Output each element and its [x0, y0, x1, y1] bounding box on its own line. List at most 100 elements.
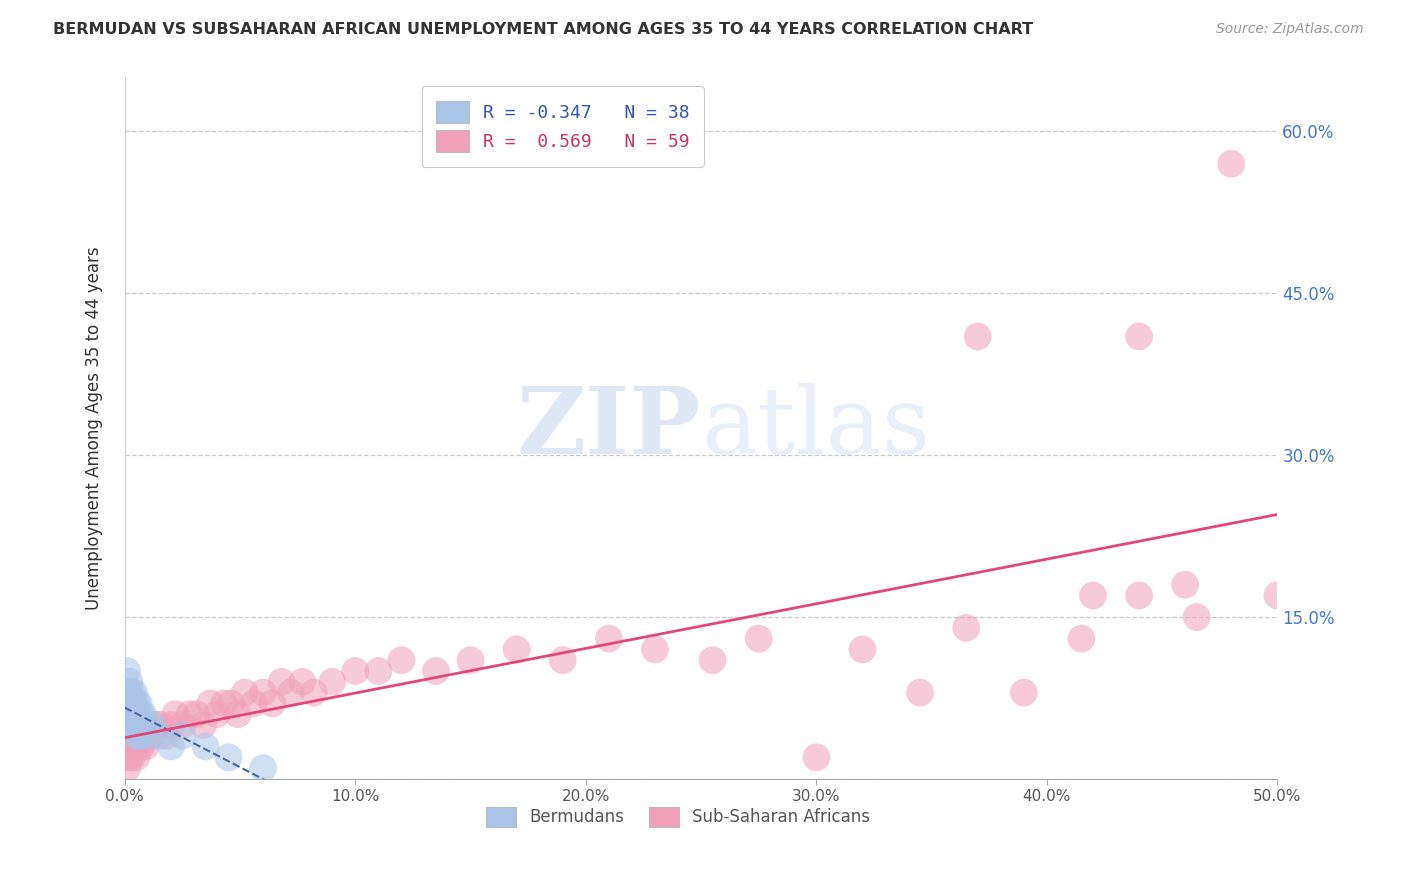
- Y-axis label: Unemployment Among Ages 35 to 44 years: Unemployment Among Ages 35 to 44 years: [86, 246, 103, 610]
- Point: [122, 697, 145, 711]
- Point: [460, 653, 482, 667]
- Point: [1128, 329, 1150, 343]
- Point: [129, 729, 152, 743]
- Point: [125, 750, 148, 764]
- Point: [505, 642, 527, 657]
- Point: [212, 697, 235, 711]
- Point: [1185, 610, 1208, 624]
- Point: [132, 718, 155, 732]
- Point: [141, 729, 163, 743]
- Point: [1012, 685, 1035, 699]
- Point: [121, 697, 143, 711]
- Point: [193, 718, 215, 732]
- Point: [1081, 589, 1104, 603]
- Point: [122, 685, 145, 699]
- Point: [135, 718, 157, 732]
- Point: [136, 729, 159, 743]
- Point: [125, 697, 148, 711]
- Point: [321, 674, 343, 689]
- Point: [280, 685, 302, 699]
- Point: [205, 707, 228, 722]
- Point: [148, 729, 170, 743]
- Legend: Bermudans, Sub-Saharan Africans: Bermudans, Sub-Saharan Africans: [479, 800, 877, 834]
- Point: [146, 718, 169, 732]
- Point: [136, 729, 159, 743]
- Point: [115, 685, 138, 699]
- Point: [141, 718, 163, 732]
- Text: BERMUDAN VS SUBSAHARAN AFRICAN UNEMPLOYMENT AMONG AGES 35 TO 44 YEARS CORRELATIO: BERMUDAN VS SUBSAHARAN AFRICAN UNEMPLOYM…: [53, 22, 1033, 37]
- Point: [129, 718, 152, 732]
- Point: [186, 707, 208, 722]
- Point: [118, 750, 141, 764]
- Point: [262, 697, 284, 711]
- Point: [391, 653, 413, 667]
- Point: [121, 707, 143, 722]
- Point: [1267, 589, 1289, 603]
- Point: [121, 707, 143, 722]
- Text: atlas: atlas: [702, 384, 931, 473]
- Point: [122, 707, 145, 722]
- Point: [748, 632, 770, 646]
- Point: [955, 621, 977, 635]
- Point: [172, 718, 194, 732]
- Point: [129, 707, 152, 722]
- Point: [291, 674, 314, 689]
- Point: [155, 729, 177, 743]
- Point: [115, 761, 138, 775]
- Point: [129, 739, 152, 754]
- Point: [806, 750, 828, 764]
- Point: [172, 729, 194, 743]
- Point: [132, 707, 155, 722]
- Point: [1128, 589, 1150, 603]
- Point: [121, 750, 143, 764]
- Point: [121, 718, 143, 732]
- Point: [1070, 632, 1092, 646]
- Point: [121, 685, 143, 699]
- Point: [966, 329, 988, 343]
- Point: [125, 707, 148, 722]
- Text: Source: ZipAtlas.com: Source: ZipAtlas.com: [1216, 22, 1364, 37]
- Point: [252, 685, 274, 699]
- Point: [118, 674, 141, 689]
- Point: [194, 739, 217, 754]
- Point: [702, 653, 724, 667]
- Point: [128, 718, 150, 732]
- Point: [128, 697, 150, 711]
- Point: [128, 729, 150, 743]
- Point: [160, 718, 183, 732]
- Point: [128, 739, 150, 754]
- Point: [198, 697, 221, 711]
- Point: [851, 642, 873, 657]
- Point: [218, 750, 240, 764]
- Point: [118, 685, 141, 699]
- Point: [344, 664, 367, 678]
- Point: [122, 739, 145, 754]
- Point: [150, 718, 173, 732]
- Point: [115, 707, 138, 722]
- Point: [165, 707, 187, 722]
- Point: [1174, 577, 1197, 591]
- Point: [644, 642, 666, 657]
- Point: [908, 685, 931, 699]
- Point: [367, 664, 389, 678]
- Point: [118, 697, 141, 711]
- Point: [1220, 157, 1243, 171]
- Point: [115, 664, 138, 678]
- Point: [243, 697, 266, 711]
- Point: [132, 729, 155, 743]
- Text: ZIP: ZIP: [517, 384, 702, 473]
- Point: [551, 653, 574, 667]
- Point: [128, 707, 150, 722]
- Point: [270, 674, 292, 689]
- Point: [598, 632, 620, 646]
- Point: [425, 664, 447, 678]
- Point: [125, 718, 148, 732]
- Point: [302, 685, 325, 699]
- Point: [135, 739, 157, 754]
- Point: [226, 707, 249, 722]
- Point: [118, 718, 141, 732]
- Point: [160, 739, 183, 754]
- Point: [179, 707, 201, 722]
- Point: [252, 761, 274, 775]
- Point: [122, 718, 145, 732]
